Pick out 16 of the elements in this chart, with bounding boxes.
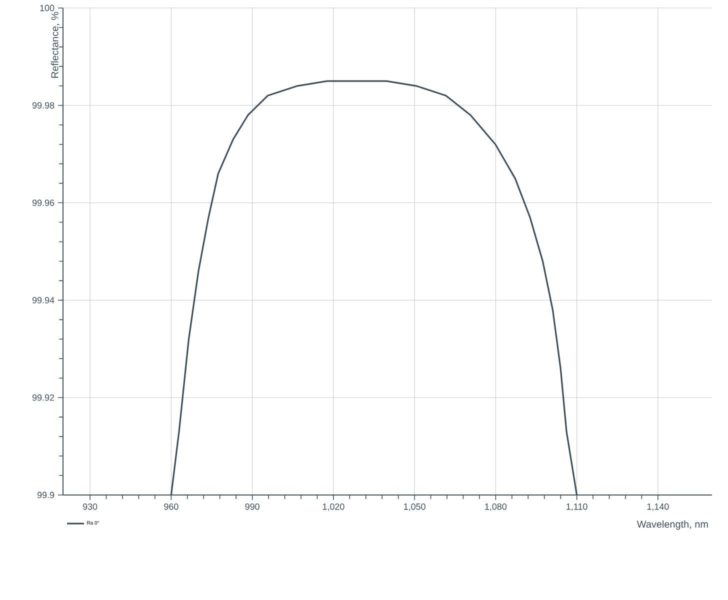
- y-tick-label: 99.94: [32, 297, 54, 304]
- y-axis-title: Reflectance, %: [50, 12, 60, 78]
- x-tick-label: 990: [245, 503, 260, 510]
- y-tick-label: 99.96: [32, 200, 54, 206]
- x-tick-label: 1,140: [647, 503, 669, 511]
- x-tick-label: 960: [164, 503, 178, 510]
- y-tick-label: 99.92: [32, 394, 54, 401]
- y-tick-label: 99.9: [37, 492, 54, 498]
- x-tick-label: 1,110: [566, 503, 588, 511]
- x-axis-title: Wavelength, nm: [636, 520, 708, 530]
- y-tick-label: 100: [40, 4, 54, 12]
- y-tick-label: 99.98: [32, 102, 54, 109]
- x-tick-label: 1,080: [485, 503, 507, 511]
- x-tick-label: 1,020: [322, 503, 344, 511]
- x-tick-label: 930: [82, 503, 98, 510]
- x-tick-label: 1,050: [404, 503, 426, 511]
